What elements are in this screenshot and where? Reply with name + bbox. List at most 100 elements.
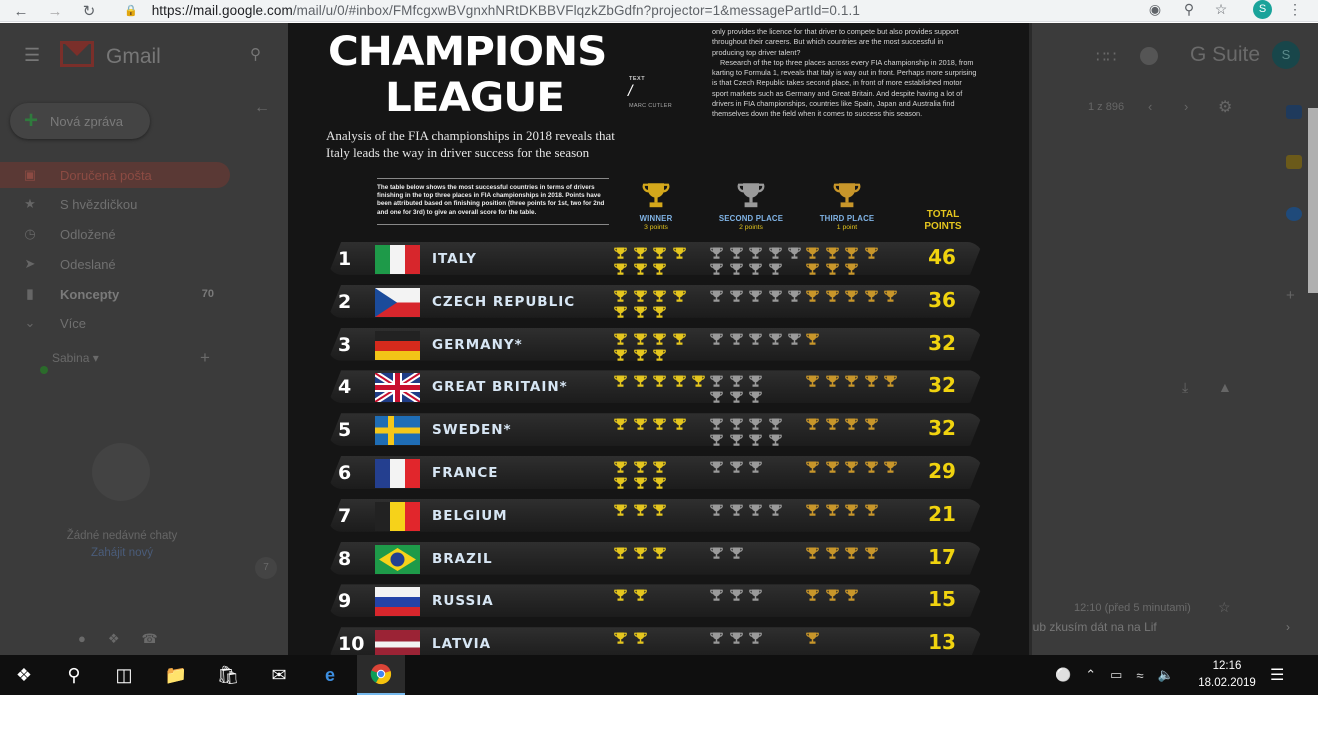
- winner-trophy-icon: [633, 418, 647, 430]
- add-chat-icon[interactable]: +: [200, 348, 210, 367]
- table-row: 9 RUSSIA 15: [328, 584, 983, 618]
- taskbar-clock[interactable]: 12:16 18.02.2019: [1196, 658, 1258, 692]
- sidebar-item-inbox[interactable]: ▣ Doručená pošta: [0, 162, 230, 188]
- sidebar-item-snoozed[interactable]: ◷ Odložené: [0, 221, 230, 247]
- star-icon[interactable]: ☆: [1218, 599, 1231, 615]
- reload-icon[interactable]: ↻: [82, 3, 96, 20]
- intro-text: only provides the licence for that drive…: [712, 27, 977, 120]
- bookmark-star-icon[interactable]: ☆: [1214, 1, 1228, 17]
- winner-trophy-icon: [672, 333, 686, 345]
- hangouts-icon[interactable]: ❖: [107, 631, 120, 646]
- chevron-right-icon[interactable]: ›: [1286, 620, 1290, 634]
- search-icon[interactable]: ⚲: [250, 46, 261, 63]
- viewer-shadow: [1028, 23, 1032, 655]
- phone-icon[interactable]: ☎: [141, 631, 158, 646]
- chrome-icon[interactable]: [357, 655, 405, 695]
- hamburger-icon[interactable]: ☰: [24, 45, 41, 65]
- table-row: 10 LATVIA 13: [328, 627, 983, 655]
- edge-icon[interactable]: e: [324, 664, 335, 685]
- winner-trophy-icon: [672, 290, 686, 302]
- extension-icon[interactable]: ◉: [1148, 1, 1162, 17]
- second-place-trophy-icon: [729, 589, 743, 602]
- chevron-right-icon[interactable]: ›: [1184, 99, 1189, 114]
- back-icon[interactable]: ←: [13, 2, 29, 20]
- winner-trophies: [613, 246, 711, 278]
- chrome-logo-icon: [370, 664, 392, 685]
- winner-trophy-icon: [653, 477, 666, 489]
- sidebar-item-sent[interactable]: ➤ Odeslané: [0, 251, 230, 277]
- action-center-icon[interactable]: ☰: [1270, 667, 1285, 684]
- column-label: SECOND PLACE: [718, 214, 784, 223]
- gb-flag-icon: [375, 373, 420, 403]
- third-place-trophy-icon: [825, 418, 839, 430]
- second-place-trophy-icon: [749, 333, 762, 345]
- start-chat-link[interactable]: Zahájit nový: [90, 547, 153, 559]
- winner-trophy-icon: [633, 589, 647, 602]
- third-place-trophy-icon: [864, 247, 878, 259]
- system-tray: ⚪ ⌃ ▭ ≈ 🔈: [1055, 655, 1174, 695]
- row-rank: 5: [338, 419, 352, 442]
- profile-avatar[interactable]: S: [1253, 0, 1272, 19]
- third-place-trophies: [805, 631, 903, 647]
- menu-dots-icon[interactable]: ⋮: [1288, 1, 1302, 17]
- column-header-total: TOTAL POINTS: [908, 209, 978, 233]
- chat-user-name[interactable]: Sabina ▾: [52, 351, 99, 365]
- column-label: THIRD PLACE: [819, 214, 875, 223]
- row-rank: 9: [338, 590, 352, 613]
- winner-trophy-icon: [672, 375, 686, 388]
- compose-button[interactable]: + Nová zpráva: [10, 103, 150, 139]
- chevron-left-icon[interactable]: ‹: [1148, 99, 1153, 114]
- people-icon[interactable]: ⚪: [1055, 667, 1072, 682]
- volume-mute-icon[interactable]: 🔈: [1157, 667, 1174, 682]
- back-to-inbox-icon[interactable]: ←: [254, 99, 270, 116]
- wifi-icon[interactable]: ≈: [1136, 667, 1144, 683]
- row-country: LATVIA: [432, 636, 492, 653]
- address-bar[interactable]: 🔒 https://mail.google.com/mail/u/0/#inbo…: [112, 0, 1242, 20]
- winner-trophy-icon: [692, 375, 705, 388]
- row-total-points: 21: [928, 501, 956, 526]
- download-icon[interactable]: ⤓: [1182, 379, 1189, 395]
- keep-icon[interactable]: [1286, 155, 1302, 169]
- winner-trophies: [613, 289, 711, 321]
- third-place-trophy-icon: [806, 333, 819, 345]
- gear-icon[interactable]: ⚙: [1218, 99, 1233, 116]
- scrollbar[interactable]: [1308, 108, 1318, 293]
- credit-name: MARC CUTLER: [629, 103, 673, 109]
- forward-icon[interactable]: →: [47, 2, 63, 20]
- chevron-up-icon[interactable]: ⌃: [1085, 667, 1097, 682]
- store-icon[interactable]: 🛍: [216, 664, 240, 685]
- second-place-trophy-icon: [768, 247, 782, 259]
- apps-grid-icon[interactable]: ∷∷: [1096, 49, 1117, 66]
- task-view-icon[interactable]: ◫: [115, 664, 133, 685]
- third-place-trophies: [805, 588, 903, 604]
- second-place-trophy-icon: [710, 589, 723, 602]
- drive-icon[interactable]: ▲: [1218, 379, 1232, 395]
- mail-icon[interactable]: ✉: [271, 664, 287, 685]
- sidebar-item-more[interactable]: ⌄ Více: [0, 310, 230, 336]
- row-country: BRAZIL: [432, 550, 493, 567]
- battery-icon[interactable]: ▭: [1110, 667, 1123, 682]
- tasks-icon[interactable]: [1286, 207, 1302, 221]
- sidebar-item-starred[interactable]: ★ S hvězdičkou: [0, 191, 230, 217]
- pager-text: 1 z 896: [1088, 101, 1125, 113]
- notifications-icon[interactable]: [1140, 47, 1158, 65]
- third-place-trophy-icon: [825, 263, 839, 275]
- add-addon-icon[interactable]: +: [1286, 287, 1295, 304]
- zoom-icon[interactable]: ⚲: [1183, 1, 1195, 17]
- calendar-icon[interactable]: [1286, 105, 1302, 119]
- person-icon[interactable]: ●: [78, 631, 86, 646]
- file-explorer-icon[interactable]: 📁: [164, 664, 188, 685]
- winner-trophy-icon: [614, 306, 627, 318]
- winner-trophy-icon: [614, 247, 627, 259]
- account-avatar[interactable]: S: [1272, 41, 1300, 69]
- plus-icon: +: [24, 107, 39, 134]
- windows-start-icon[interactable]: ❖: [15, 664, 33, 685]
- search-icon[interactable]: ⚲: [67, 664, 81, 685]
- total-label-line2: POINTS: [924, 221, 962, 232]
- winner-trophy-icon: [614, 333, 627, 345]
- third-place-trophy-icon: [806, 418, 819, 430]
- winner-trophy-icon: [653, 333, 666, 345]
- sidebar-item-drafts[interactable]: ▮ Koncepty 70: [0, 281, 230, 307]
- second-place-trophy-icon: [729, 391, 743, 404]
- third-place-trophy-icon: [825, 504, 839, 516]
